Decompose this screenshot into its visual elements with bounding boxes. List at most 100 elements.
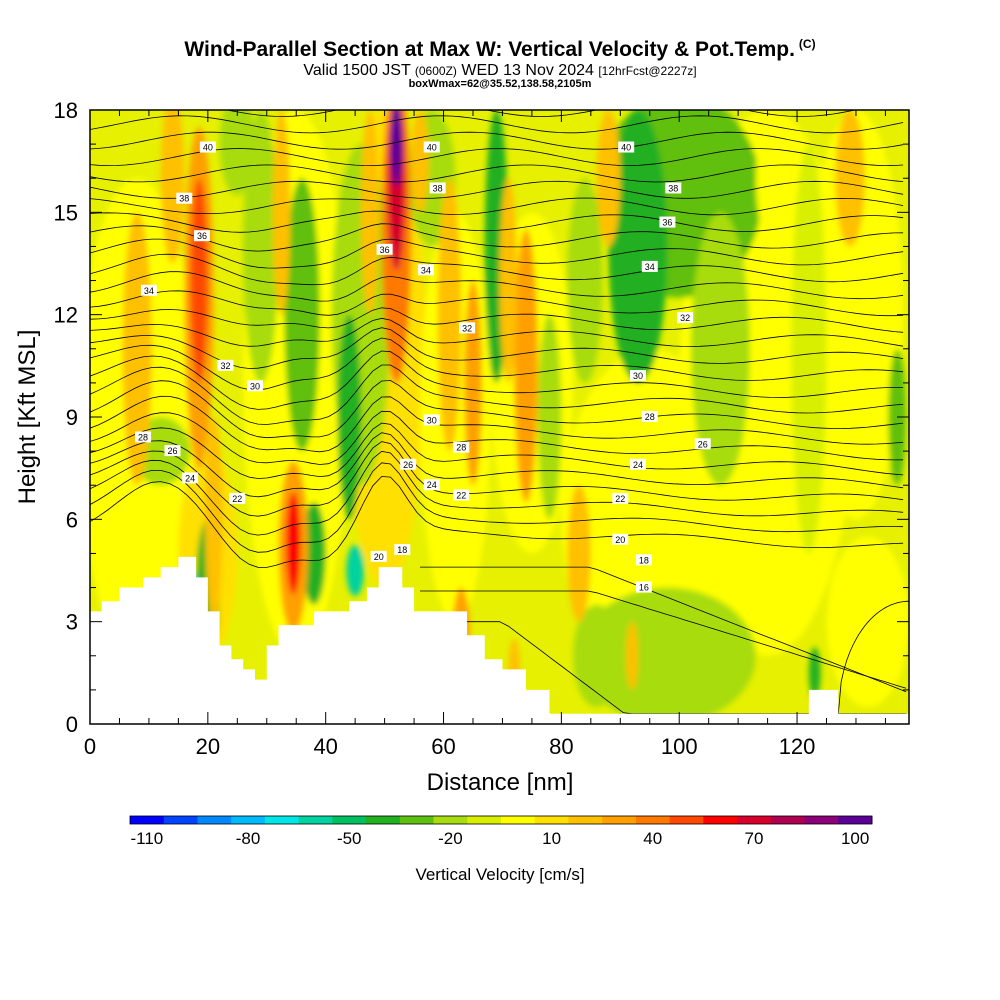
- theta-label-text: 40: [427, 143, 437, 153]
- theta-label-text: 16: [639, 583, 649, 593]
- theta-label-bg: [417, 264, 434, 276]
- theta-label: 36: [659, 216, 676, 228]
- theta-label: 32: [217, 359, 234, 371]
- theta-contour-line: [90, 290, 904, 317]
- theta-label: 30: [246, 380, 263, 392]
- theta-contour-line: [90, 410, 904, 465]
- theta-label-bg: [629, 370, 646, 382]
- theta-label-text: 26: [698, 439, 708, 449]
- colorbar-tick-label: -20: [438, 829, 463, 848]
- theta-label-bg: [400, 458, 417, 470]
- theta-contour-line: [90, 395, 904, 453]
- theta-label-bg: [677, 312, 694, 324]
- theta-contour-line: [90, 317, 904, 347]
- velocity-cell: [573, 604, 621, 707]
- theta-label-bg: [453, 489, 470, 501]
- colorbar-swatch: [332, 816, 367, 824]
- theta-label-text: 38: [433, 183, 443, 193]
- theta-label-bg: [659, 216, 676, 228]
- theta-contour-line: [90, 238, 904, 269]
- colorbar: -110 -80 -50 -20 10 40 70 100: [129, 815, 873, 848]
- theta-contour-line: [90, 67, 903, 84]
- y-tick-label: 3: [66, 610, 78, 635]
- velocity-cell: [272, 110, 291, 315]
- theta-label: 30: [629, 370, 646, 382]
- velocity-cell: [579, 587, 756, 724]
- theta-label: 38: [429, 182, 446, 194]
- theta-label-text: 36: [662, 218, 672, 228]
- colorbar-tick-label: -50: [337, 829, 362, 848]
- y-axis-title: Height [Kft MSL]: [14, 330, 41, 505]
- theta-contour-line: [90, 462, 904, 553]
- colorbar-swatch: [568, 816, 603, 824]
- velocity-cell: [626, 621, 638, 690]
- velocity-cell: [826, 536, 909, 707]
- theta-contour-line: [90, 148, 904, 167]
- valid-prefix: Valid 1500 JST: [303, 62, 411, 79]
- x-tick-label: 80: [549, 734, 573, 759]
- colorbar-tick-label: -110: [130, 829, 163, 848]
- theta-label: 26: [164, 445, 181, 457]
- theta-label: 26: [694, 438, 711, 450]
- theta-label-bg: [376, 243, 393, 255]
- y-tick-label: 18: [54, 98, 78, 123]
- colorbar-swatch: [804, 816, 839, 824]
- theta-label-bg: [140, 284, 157, 296]
- theta-label-bg: [193, 230, 210, 242]
- velocity-cell: [190, 178, 208, 383]
- x-tick-label: 20: [196, 734, 220, 759]
- colorbar-swatch: [467, 816, 502, 824]
- theta-label-text: 32: [221, 361, 231, 371]
- theta-label-bg: [618, 141, 635, 153]
- theta-contour-line: [90, 223, 904, 252]
- theta-label: 28: [453, 441, 470, 453]
- colorbar-title: Vertical Velocity [cm/s]: [415, 865, 584, 884]
- y-tick-label: 0: [66, 712, 78, 737]
- velocity-cell: [464, 280, 482, 486]
- x-axis-title: Distance [nm]: [427, 769, 574, 796]
- theta-label-bg: [394, 544, 411, 556]
- colorbar-swatch: [197, 816, 232, 824]
- velocity-cell: [791, 144, 827, 554]
- chart-subtitle: Valid 1500 JST (0600Z) WED 13 Nov 2024 […: [0, 62, 1000, 80]
- theta-label: 32: [677, 312, 694, 324]
- theta-contour-line: [90, 350, 904, 410]
- theta-label: 16: [635, 581, 652, 593]
- y-tick-label: 15: [54, 200, 78, 225]
- colorbar-tick-label: 100: [841, 829, 869, 848]
- velocity-cell: [537, 314, 562, 520]
- theta-contour-line: [837, 600, 909, 714]
- velocity-cell: [835, 110, 865, 247]
- theta-label: 18: [394, 544, 411, 556]
- velocity-cell: [411, 110, 429, 213]
- theta-contour-line: [420, 590, 907, 689]
- velocity-cell: [243, 110, 279, 383]
- colorbar-swatch: [737, 816, 772, 824]
- theta-contour-line: [90, 337, 904, 391]
- colorbar-swatch: [298, 816, 333, 824]
- theta-label-text: 36: [197, 231, 207, 241]
- theta-label-bg: [229, 492, 246, 504]
- theta-label-bg: [612, 533, 629, 545]
- colorbar-swatch: [366, 816, 401, 824]
- theta-contour-line: [90, 307, 904, 333]
- theta-label: 40: [618, 141, 635, 153]
- theta-label: 34: [140, 284, 157, 296]
- theta-label: 40: [423, 141, 440, 153]
- y-tick-label: 12: [54, 303, 78, 328]
- terrain-mask: [90, 556, 909, 724]
- colorbar-swatch: [163, 816, 198, 824]
- theta-label: 22: [229, 492, 246, 504]
- theta-contour-line: [420, 566, 907, 693]
- theta-contour-line: [90, 197, 904, 216]
- theta-label: 36: [193, 230, 210, 242]
- theta-label-bg: [694, 438, 711, 450]
- theta-label-text: 24: [427, 480, 437, 490]
- boxwmax-info: boxWmax=62@35.52,138.58,2105m: [408, 78, 592, 90]
- theta-contour-line: [90, 432, 904, 498]
- theta-contour-line: [90, 271, 904, 302]
- theta-contour-line: [90, 364, 904, 425]
- colorbar-swatch: [635, 816, 671, 824]
- theta-label-text: 24: [185, 473, 195, 483]
- theta-label-text: 26: [403, 460, 413, 470]
